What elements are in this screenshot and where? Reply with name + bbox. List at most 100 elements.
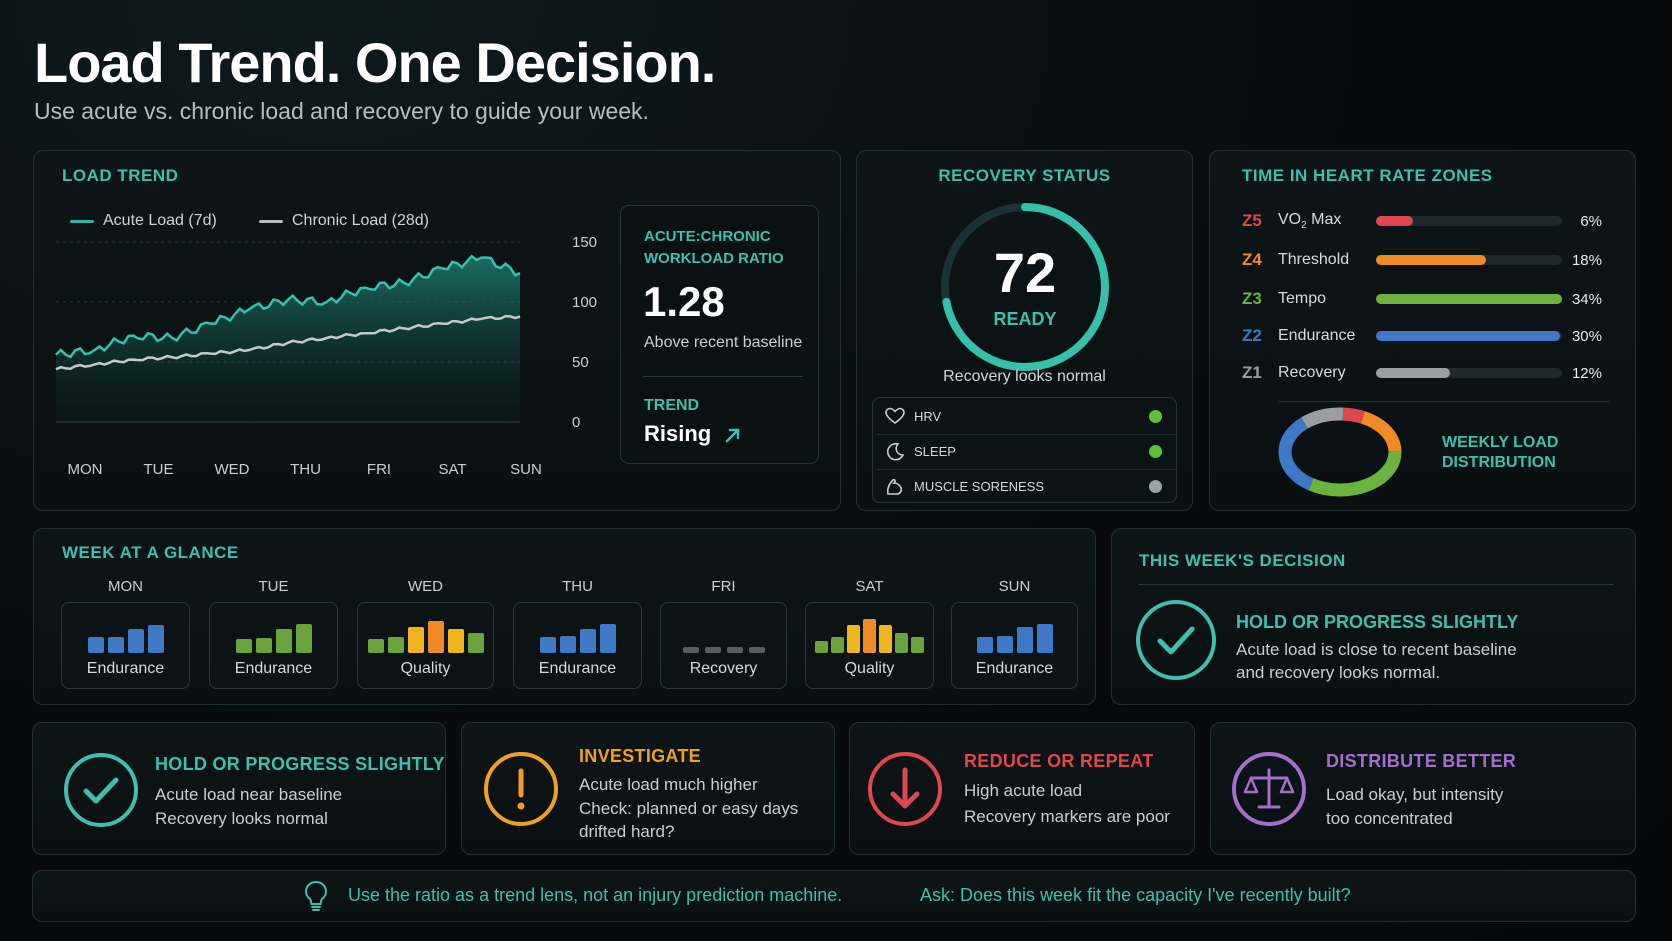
zone-track: [1376, 368, 1562, 378]
recovery-score: 72: [993, 241, 1057, 304]
heart-icon: [885, 407, 905, 424]
zone-row-z4: Z4 Threshold 18%: [1242, 248, 1602, 272]
card-hold-line-2: Recovery looks normal: [155, 809, 328, 828]
decision-headline: HOLD OR PROGRESS SLIGHTLY: [1236, 612, 1519, 632]
decision-divider: [1138, 584, 1614, 585]
decision-line-2: and recovery looks normal.: [1236, 663, 1441, 682]
day-sun: SUN: [998, 578, 1031, 595]
y-tick-label: 50: [572, 354, 589, 371]
card-investigate-line-2: Check: planned or easy days: [579, 799, 799, 818]
acute-series-line: [55, 254, 521, 359]
load-trend-title: LOAD TREND: [62, 166, 179, 185]
zone-row-z2: Z2 Endurance 30%: [1242, 324, 1602, 348]
marker-soreness-label: MUSCLE SORENESS: [914, 479, 1045, 494]
footer-bar: [32, 870, 1636, 922]
day-card-sat: Quality: [805, 602, 934, 689]
recovery-state: READY: [993, 309, 1057, 329]
day-card-label: Endurance: [975, 660, 1054, 677]
decision-line-1: Acute load is close to recent baseline: [1236, 640, 1517, 659]
exclamation-circle-icon: [484, 752, 558, 826]
x-tick-label: MON: [68, 461, 103, 478]
x-tick-label: FRI: [367, 461, 391, 478]
page-title: Load Trend. One Decision.: [34, 31, 716, 94]
day-sat: SAT: [855, 578, 884, 595]
card-investigate-line-1: Acute load much higher: [579, 775, 758, 794]
zone-name-base: VO: [1278, 210, 1302, 228]
load-distribution-donut: [1278, 407, 1402, 497]
card-distribute: [1210, 722, 1636, 855]
card-investigate-title: INVESTIGATE: [579, 746, 701, 766]
day-bars: [952, 617, 1077, 653]
zone-row-z1: Z1 Recovery 12%: [1242, 361, 1602, 385]
card-investigate-line-3: drifted hard?: [579, 822, 675, 841]
day-card-label: Endurance: [538, 660, 617, 677]
chronic-series-line: [55, 314, 521, 371]
load-trend-chart: 150 100 50 0 MON TUE WED THU FRI SAT SUN: [55, 234, 597, 478]
card-hold: [32, 722, 446, 855]
recovery-note: Recovery looks normal: [943, 368, 1106, 385]
zone-fill: [1376, 368, 1450, 378]
day-bars: [358, 617, 493, 653]
footer-question: Ask: Does this week fit the capacity I'v…: [920, 885, 1351, 905]
zone-fill: [1376, 331, 1561, 341]
zone-pct: 18%: [1571, 251, 1602, 269]
day-card-tue: Endurance: [209, 602, 338, 689]
day-card-sun: Endurance: [951, 602, 1078, 689]
day-bars: [210, 617, 337, 653]
recovery-title: RECOVERY STATUS: [938, 166, 1111, 185]
zone-fill: [1376, 255, 1487, 265]
zone-fill: [1376, 294, 1562, 304]
scales-circle-icon: [1232, 752, 1306, 826]
day-bars: [62, 617, 189, 653]
zones-title: TIME IN HEART RATE ZONES: [1242, 166, 1493, 185]
donut-slice: [1278, 417, 1314, 491]
zone-pct: 30%: [1571, 327, 1602, 345]
marker-sleep-label: SLEEP: [914, 444, 956, 459]
recovery-gauge: [941, 203, 1109, 371]
y-tick-label: 100: [572, 294, 597, 311]
day-card-label: Quality: [400, 660, 451, 677]
legend-acute-swatch: [70, 219, 94, 223]
lightbulb-icon: [304, 880, 328, 911]
zones-divider: [1279, 401, 1609, 402]
hrv-status-dot: [1149, 409, 1162, 423]
zone-name: VO2 Max: [1278, 211, 1378, 231]
sleep-status-dot: [1149, 445, 1162, 458]
decision-title: THIS WEEK'S DECISION: [1139, 551, 1346, 570]
check-circle-icon: [1136, 600, 1216, 680]
marker-sleep: SLEEP: [876, 434, 1176, 468]
day-thu: THU: [562, 578, 593, 595]
zone-name: Recovery: [1278, 364, 1346, 381]
day-card-label: Endurance: [234, 660, 313, 677]
day-bars: [806, 617, 933, 653]
zone-track: [1376, 255, 1562, 265]
distribution-label-1: WEEKLY LOAD: [1442, 434, 1559, 451]
day-card-label: Endurance: [86, 660, 165, 677]
moon-icon: [887, 442, 905, 460]
donut-slice: [1360, 411, 1402, 453]
zone-name-sub: 2: [1301, 220, 1307, 232]
zone-pct: 12%: [1571, 364, 1602, 382]
page-subtitle: Use acute vs. chronic load and recovery …: [34, 98, 649, 124]
zone-row-z5: Z5 VO2 Max 6%: [1242, 209, 1602, 233]
day-card-thu: Endurance: [513, 602, 642, 689]
arrow-up-right-icon: [725, 428, 740, 443]
donut-slice: [1342, 407, 1365, 424]
recovery-markers-box: [872, 397, 1177, 503]
zone-code: Z3: [1242, 289, 1262, 308]
legend-acute-label: Acute Load (7d): [103, 212, 217, 229]
legend-chronic-label: Chronic Load (28d): [292, 212, 429, 229]
day-mon: MON: [108, 578, 143, 595]
y-tick-label: 150: [572, 234, 597, 251]
zone-code: Z5: [1242, 211, 1262, 230]
legend-acute: Acute Load (7d): [70, 212, 217, 230]
day-bars: [661, 617, 786, 653]
zone-pct: 34%: [1571, 290, 1602, 308]
x-tick-label: WED: [215, 461, 250, 478]
zone-track: [1376, 294, 1562, 304]
day-wed: WED: [408, 578, 443, 595]
zone-name: Tempo: [1278, 290, 1327, 307]
trend-value: Rising: [644, 421, 712, 446]
y-tick-label: 0: [572, 414, 580, 431]
zone-name: Threshold: [1278, 251, 1350, 268]
